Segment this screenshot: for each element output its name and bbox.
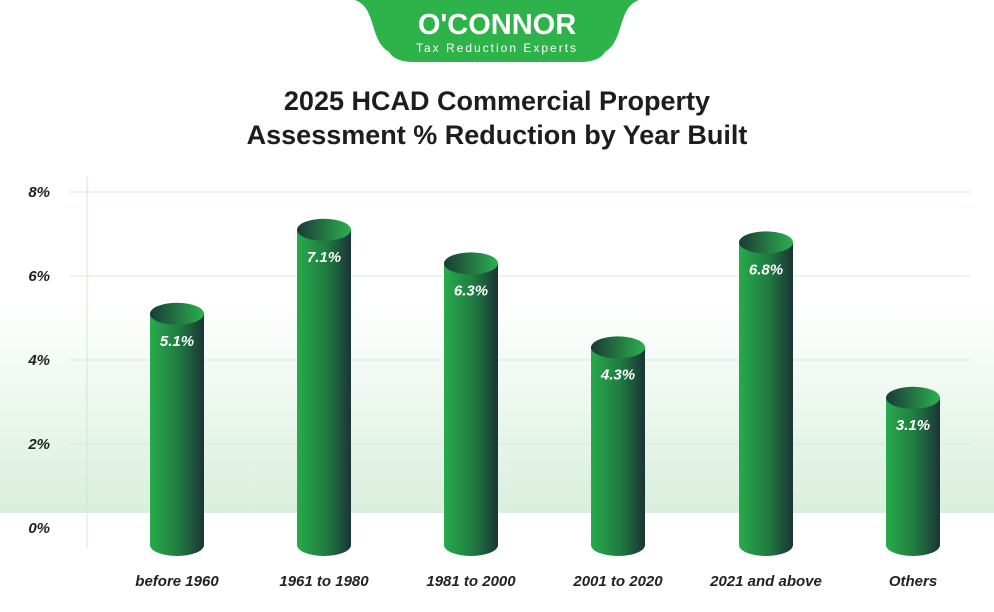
bar (444, 263, 498, 545)
chart-title-line-2: Assessment % Reduction by Year Built (246, 120, 748, 150)
x-category-label: 1981 to 2000 (426, 573, 516, 590)
bar-top (591, 336, 645, 359)
x-category-label: 1961 to 1980 (279, 573, 369, 590)
x-category-label: 2001 to 2020 (572, 573, 663, 590)
y-tick-label: 4% (27, 352, 50, 369)
oconnor-logo: O'CONNOR Tax Reduction Experts (355, 0, 639, 62)
value-label: 5.1% (160, 333, 194, 350)
y-tick-label: 2% (27, 436, 50, 453)
value-label: 6.8% (749, 261, 783, 278)
bar-top (150, 302, 204, 325)
value-label: 4.3% (600, 366, 635, 383)
bar-top (886, 386, 940, 409)
bar (591, 347, 645, 545)
y-tick-label: 0% (28, 520, 50, 537)
value-label: 6.3% (454, 282, 488, 299)
bar-top (444, 252, 498, 275)
bar-top (297, 218, 351, 241)
y-tick-label: 8% (28, 184, 50, 201)
bar (297, 229, 351, 546)
y-tick-label: 6% (28, 268, 50, 285)
svg-text:O'CONNOR: O'CONNOR (418, 9, 576, 41)
value-label: 3.1% (896, 417, 930, 434)
value-label: 7.1% (307, 249, 341, 266)
x-category-label: 2021 and above (709, 573, 822, 590)
bar (739, 242, 793, 545)
bar-top (739, 231, 793, 254)
bar (150, 313, 204, 545)
chart-title-line-1: 2025 HCAD Commercial Property (283, 86, 711, 116)
bar (886, 397, 940, 545)
x-category-label: before 1960 (135, 573, 219, 590)
x-category-label: Others (889, 573, 937, 590)
svg-text:Tax Reduction Experts: Tax Reduction Experts (416, 41, 578, 55)
